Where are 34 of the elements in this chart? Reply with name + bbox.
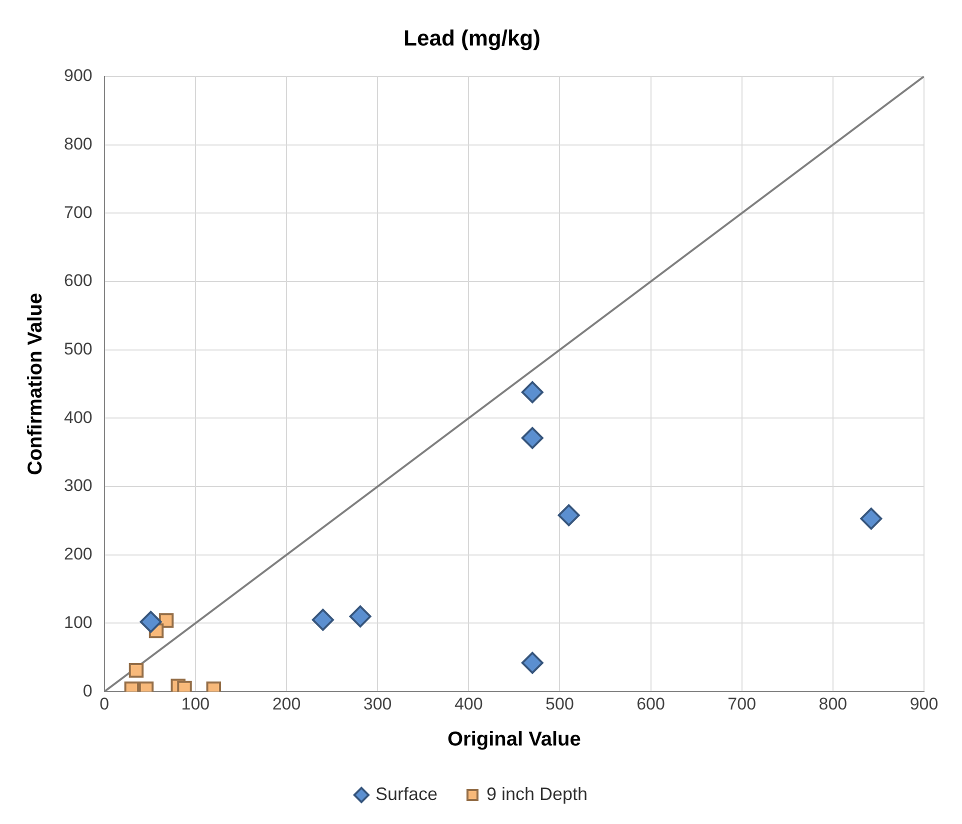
x-tick-label: 500 — [546, 694, 574, 714]
x-tick-label: 700 — [728, 694, 756, 714]
y-tick-label: 600 — [64, 271, 92, 290]
x-tick-label: 600 — [636, 694, 665, 714]
y-tick-label: 200 — [64, 544, 92, 564]
x-tick-label: 300 — [363, 694, 392, 714]
point — [128, 663, 144, 678]
point — [521, 381, 544, 404]
y-tick-label: 700 — [64, 202, 92, 222]
y-tick-label: 900 — [64, 66, 92, 86]
x-tick-label: 400 — [454, 694, 483, 714]
x-axis-title: Original Value — [447, 728, 581, 751]
legend-label: Surface — [375, 784, 438, 804]
y-axis-title: Confirmation Value — [24, 292, 47, 476]
point — [521, 652, 544, 674]
point — [521, 427, 544, 449]
y-tick-label: 400 — [64, 408, 92, 427]
x-tick-label: 800 — [818, 694, 848, 714]
y-tick-label: 300 — [64, 476, 92, 496]
y-tick-label: 800 — [64, 134, 92, 154]
x-tick-label: 200 — [272, 694, 301, 714]
legend-label: 9 inch Depth — [486, 784, 588, 804]
y-tick-label: 100 — [64, 612, 92, 632]
point — [860, 508, 882, 530]
point — [558, 504, 580, 526]
point — [140, 610, 162, 633]
x-tick-label: 0 — [100, 694, 110, 714]
chart-title: Lead (mg/kg) — [404, 25, 540, 50]
x-tick-label: 100 — [181, 694, 210, 714]
y-tick-label: 500 — [64, 340, 92, 359]
point — [312, 608, 334, 631]
y-tick-label: 0 — [82, 681, 92, 700]
x-tick-label: 900 — [910, 694, 938, 714]
point — [349, 605, 372, 628]
